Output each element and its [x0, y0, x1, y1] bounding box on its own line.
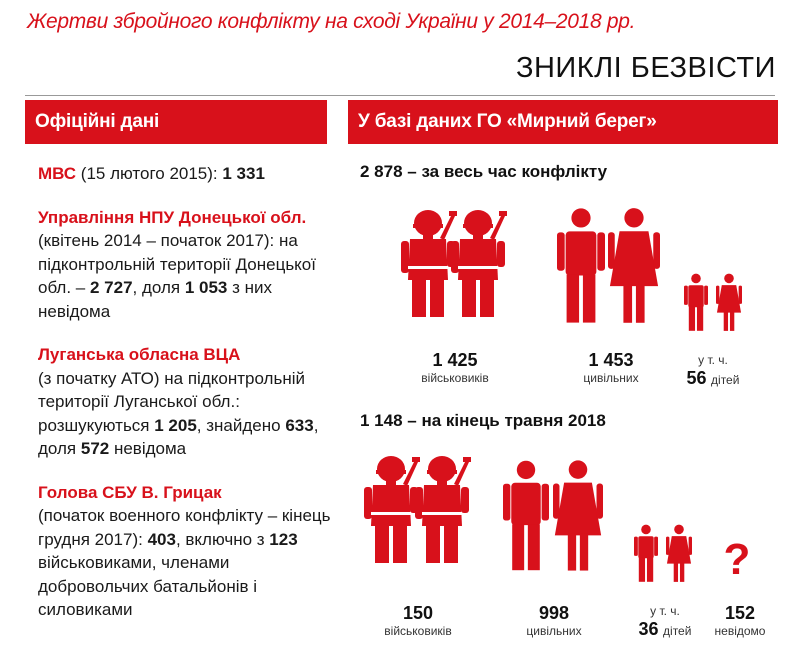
girl-icon [716, 272, 742, 332]
entry-value: 1 331 [222, 164, 265, 183]
stat-prefix: у т. ч. [698, 353, 728, 367]
stat-prefix: у т. ч. [650, 604, 680, 618]
stat-label: військовиків [421, 371, 489, 385]
page-title: Жертви збройного конфлікту на сході Укра… [27, 10, 636, 33]
total-value: 2 878 [360, 162, 403, 181]
entry-text: (з початку АТО) на підконтрольній терито… [38, 368, 305, 435]
total-heading: 2 878 – за весь час конфлікту [360, 162, 607, 182]
man-icon [557, 206, 605, 324]
question-icon: ? [723, 535, 751, 584]
entry-text: невідома [109, 439, 187, 458]
entry-value: 123 [269, 529, 298, 549]
page-subtitle: ЗНИКЛІ БЕЗВІСТИ [515, 52, 776, 84]
entry-text: , знайдено [196, 415, 286, 435]
stat-value: 1 453 [588, 350, 634, 370]
boy-icon [684, 272, 708, 332]
entry-value: 1 053 [184, 278, 228, 297]
entry-luhansk-vca: Луганська обласна ВЦА (з початку АТО) на… [38, 343, 338, 461]
boy-icon [634, 524, 658, 582]
entry-npu-donetsk: Управління НПУ Донецької обл. (квітень 2… [38, 206, 338, 324]
entry-name: Управління НПУ Донецької обл. [38, 207, 307, 227]
entry-sbu: Голова СБУ В. Грицак (початок военного к… [38, 481, 338, 622]
total-civilians-stat: 1 453 цивільних [556, 350, 666, 386]
entry-text: , включно з [175, 529, 270, 549]
header-divider [25, 95, 775, 96]
entry-text: (квітень 2014 – початок 2017): на підкон… [38, 231, 316, 297]
man-icon [503, 458, 549, 572]
entry-text: військовиками, членами добровольчих бата… [38, 553, 258, 619]
entry-value: 403 [147, 529, 176, 549]
entry-text: , доля [38, 415, 319, 459]
entry-value: 633 [285, 415, 314, 435]
may2018-text: – на кінець травня 2018 [402, 411, 606, 430]
entry-text: (початок военного конфлікту – кінець гру… [38, 506, 331, 549]
stat-value: 1 425 [432, 350, 478, 370]
stat-value: 56 [686, 368, 707, 388]
stat-value: 150 [402, 603, 434, 623]
soldier-icon [414, 454, 474, 564]
stat-value: 36 [638, 619, 659, 639]
entry-text: , доля [132, 278, 185, 297]
entry-value: 1 205 [154, 415, 197, 435]
stat-label: дітей [711, 373, 740, 387]
may2018-heading: 1 148 – на кінець травня 2018 [360, 411, 606, 431]
entry-name: МВС [38, 164, 77, 183]
entry-text: з них невідома [38, 278, 272, 321]
stat-value: 998 [538, 603, 570, 623]
total-text: – за весь час конфлікту [402, 162, 608, 181]
stat-label: невідомо [714, 624, 766, 638]
may-military-stat: 150 військовиків [363, 603, 473, 639]
stat-label: цивільних [583, 371, 639, 385]
total-military-stat: 1 425 військовиків [400, 350, 510, 386]
official-data-heading: Офіційні дані [25, 100, 327, 144]
may-children-stat: у т. ч. 36 дітей [610, 603, 720, 640]
girl-icon [666, 524, 692, 582]
may-civilians-stat: 998 цивільних [499, 603, 609, 639]
stat-label: цивільних [526, 624, 582, 638]
official-data-list: МВС (15 лютого 2015): 1 331 Управління Н… [38, 162, 338, 634]
stat-label: дітей [663, 624, 692, 638]
may2018-value: 1 148 [360, 411, 403, 430]
may-unknown-stat: 152 невідомо [685, 603, 795, 639]
entry-value: 2 727 [89, 278, 133, 297]
entry-mvs: МВС (15 лютого 2015): 1 331 [38, 162, 338, 186]
entry-name: Луганська обласна ВЦА [38, 345, 241, 364]
entry-text: (15 лютого 2015): [76, 164, 223, 183]
woman-icon [553, 458, 603, 572]
stat-label: військовиків [384, 624, 452, 638]
woman-icon [608, 206, 660, 324]
stat-value: 152 [724, 603, 756, 623]
total-children-stat: у т. ч. 56 дітей [658, 352, 768, 389]
entry-value: 572 [80, 439, 110, 458]
database-heading: У базі даних ГО «Мирний берег» [348, 100, 778, 144]
entry-name: Голова СБУ В. Грицак [38, 482, 222, 502]
soldier-icon [450, 208, 510, 318]
